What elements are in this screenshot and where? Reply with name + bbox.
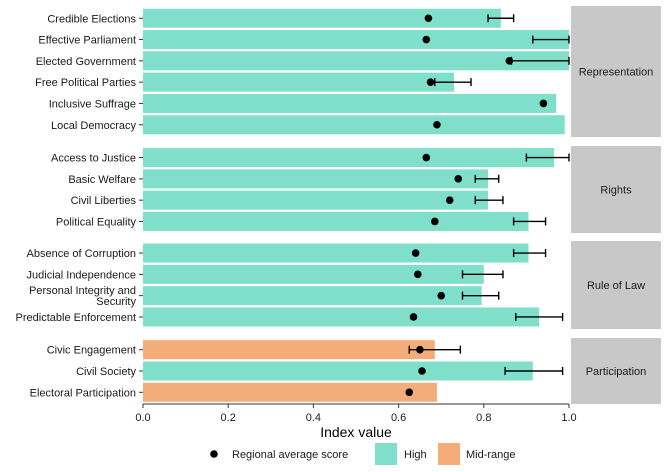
facet-strip — [571, 146, 661, 233]
bar — [143, 307, 540, 327]
category-label: Access to Justice — [51, 153, 136, 165]
category-label: Civil Society — [76, 366, 136, 378]
average-point — [424, 14, 433, 23]
category-label: Credible Elections — [47, 13, 136, 25]
average-point — [422, 35, 431, 44]
panel-background — [143, 6, 569, 137]
bar — [143, 190, 489, 210]
bar — [143, 243, 529, 263]
legend-label: Mid-range — [466, 449, 516, 461]
bar — [143, 340, 435, 360]
facet-strip — [571, 338, 661, 404]
average-point — [409, 313, 418, 321]
category-label: Elected Government — [36, 56, 136, 68]
category-label: Civic Engagement — [47, 345, 136, 357]
bar — [143, 169, 489, 189]
category-label: Effective Parliament — [38, 35, 136, 47]
category-label: Basic Welfare — [68, 174, 136, 186]
average-point — [539, 99, 548, 108]
x-axis: 0.0 0.2 0.4 0.6 0.8 1.0 — [135, 403, 577, 424]
bar — [143, 72, 454, 92]
bar — [143, 30, 569, 50]
plot-panels: Representation Credible Elections Effectiv… — [16, 6, 661, 404]
average-point — [405, 388, 414, 397]
legend-mid-key — [438, 443, 460, 465]
category-label: Judicial Independence — [27, 269, 136, 281]
x-tick-label: 0.4 — [306, 412, 321, 424]
x-axis-title: Index value — [320, 424, 392, 440]
facet-strip-label: Rights — [600, 185, 632, 197]
facet-strip-label: Participation — [586, 366, 647, 378]
category-label: Inclusive Suffrage — [49, 98, 136, 110]
facet-strip — [571, 241, 661, 329]
panel-2: Rule of Law Absence of Corruption Judicial… — [16, 241, 661, 329]
legend-high-key — [375, 443, 397, 465]
legend-label: High — [404, 449, 427, 461]
category-label: Local Democracy — [51, 120, 136, 132]
bar — [143, 361, 533, 381]
bar — [143, 8, 501, 28]
category-label: Free Political Parties — [35, 77, 136, 89]
x-tick-label: 0.8 — [476, 412, 491, 424]
bar — [143, 286, 482, 306]
average-point — [418, 367, 426, 375]
category-label: Electoral Participation — [30, 387, 136, 399]
x-tick-label: 1.0 — [561, 412, 576, 424]
panel-3: Participation Civic Engagement Civil Socie… — [30, 338, 661, 404]
bar — [143, 51, 569, 71]
category-label: Civil Liberties — [71, 195, 137, 207]
bar — [143, 115, 565, 135]
bar — [143, 211, 529, 231]
panel-0: Representation Credible Elections Effectiv… — [35, 6, 661, 137]
legend: Regional average score High Mid-range — [210, 443, 516, 465]
category-label: Personal Integrity and Security — [29, 285, 137, 308]
average-point — [413, 270, 422, 279]
x-tick-label: 0.6 — [391, 412, 406, 424]
bar — [143, 264, 484, 284]
legend-label: Regional average score — [232, 449, 348, 461]
average-point — [445, 196, 454, 204]
category-label: Predictable Enforcement — [16, 312, 136, 324]
panel-1: Rights Access to Justice Basic Welfare Civi… — [51, 146, 661, 233]
legend-point-key — [210, 450, 218, 458]
average-point — [437, 291, 446, 300]
category-label: Political Equality — [56, 216, 137, 228]
facet-strip-label: Representation — [579, 67, 654, 79]
x-tick-label: 0.2 — [221, 412, 236, 424]
average-point — [411, 249, 420, 257]
average-point — [422, 153, 431, 162]
average-point — [454, 175, 463, 183]
facet-strip-label: Rule of Law — [587, 280, 645, 292]
bar — [143, 148, 555, 168]
average-point — [416, 345, 424, 354]
average-point — [426, 78, 435, 86]
average-point — [505, 57, 514, 65]
facet-strip — [571, 6, 661, 137]
x-tick-label: 0.0 — [135, 412, 150, 424]
average-point — [433, 120, 441, 129]
bar — [143, 93, 557, 113]
bar — [143, 382, 437, 402]
category-label: Absence of Corruption — [27, 248, 136, 260]
average-point — [431, 217, 439, 226]
